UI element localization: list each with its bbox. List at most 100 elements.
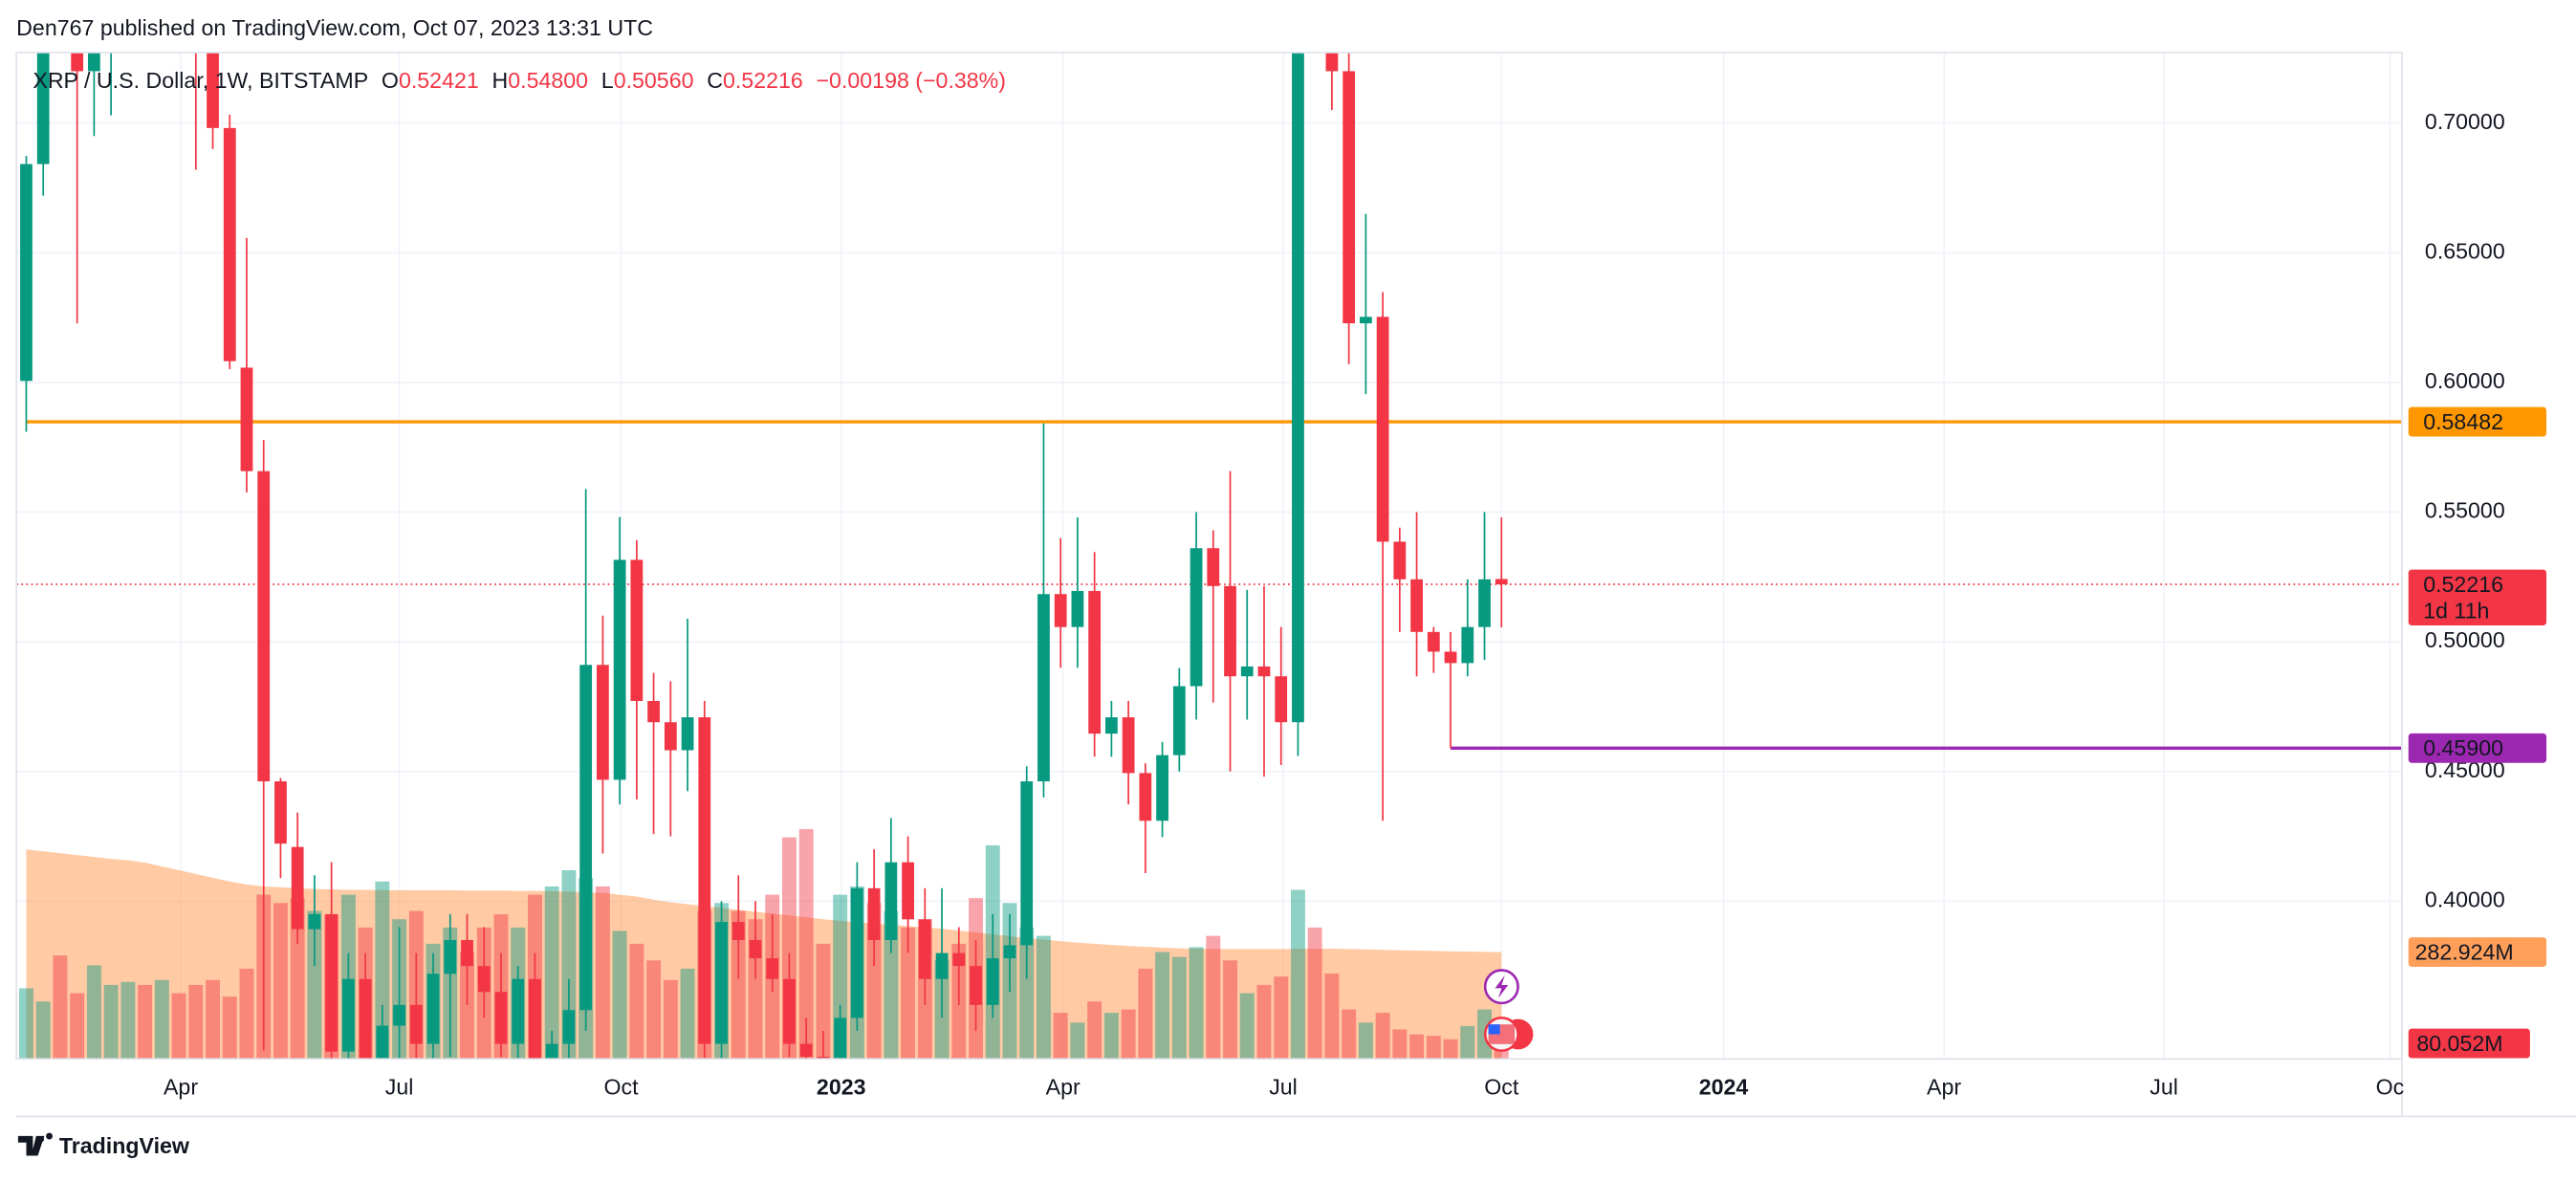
brand-name: TradingView [59,1133,190,1158]
volume-bar [1070,1022,1085,1060]
level-label: 0.45900 [2423,735,2503,760]
volume-bar [663,979,678,1060]
candle-body [986,958,999,1005]
candle-body [1325,52,1339,72]
candle-body [597,665,609,780]
candle-body [444,940,457,974]
volume-bar [816,943,831,1060]
brand-logo: TradingView [17,1132,190,1158]
candle-body [731,922,745,941]
candle-body [1495,579,1508,585]
volume-ma-box [2408,937,2547,968]
ohlc-key: H [492,68,509,93]
volume-bar [1053,1013,1068,1060]
volume-bar [1037,935,1051,1060]
candle-body [20,164,33,382]
candle-body [325,913,338,1052]
candle-body [579,665,593,1011]
logo-glyph [17,1132,53,1156]
candle-body [88,52,100,72]
axes: 0.400000.450000.500000.550000.600000.650… [164,109,2547,1099]
symbol-legend: XRP / U.S. Dollar, 1W, BITSTAMP O0.52421 H… [33,68,1006,93]
volume-bar [1358,1022,1373,1060]
candle-body [1393,541,1407,580]
candle-body [1478,579,1491,627]
candle-body [376,1025,389,1060]
candle-body [529,978,541,1060]
candle-body [952,952,966,967]
candle-body [970,966,982,1005]
candle-body [494,992,508,1044]
x-tick-label: Apr [164,1074,198,1099]
lightning-glyph [1495,974,1509,998]
volume-bar [290,898,305,1060]
candle-body [851,887,863,1018]
volume-bar [375,881,390,1060]
volume-bar [1239,993,1255,1060]
level-label-box [2408,733,2547,763]
candle-body [545,1043,558,1060]
candle-body [461,940,473,967]
candle-body [681,717,694,751]
candle-body [308,913,321,930]
volume-bar [1392,1029,1408,1060]
candle-body [1240,666,1254,677]
y-tick-label: 0.55000 [2425,498,2505,523]
volume-bar [206,979,220,1060]
volume-bar [222,996,237,1060]
y-tick-label: 0.65000 [2425,238,2505,263]
candle-body [36,52,50,164]
volume-bar [35,1001,51,1060]
y-tick-label: 0.50000 [2425,627,2505,652]
volume-bar [798,828,814,1060]
x-tick-label: Oc [2376,1074,2405,1099]
x-tick-label: 2024 [1699,1074,1749,1099]
publish-note: Den767 published on TradingView.com, Oct… [16,15,653,40]
volume-bar [1019,927,1035,1060]
candle-body [1444,651,1457,664]
volume-bar [1274,976,1289,1060]
volume-bar [273,903,288,1060]
candle-body [342,978,355,1052]
volume-bar [1342,1009,1357,1060]
x-tick-label: Oct [604,1074,640,1099]
candle-body [918,919,931,979]
volume-bar [1307,927,1322,1060]
y-tick-label: 0.70000 [2425,109,2505,134]
price-pane [16,52,2402,1060]
volume-bar [1155,952,1170,1060]
candle-body [902,862,914,920]
candle-body [783,978,796,1044]
x-tick-label: Jul [2150,1074,2178,1099]
volume-bar [1375,1013,1390,1060]
candle-body [1190,548,1203,687]
x-tick-label: Apr [1046,1074,1081,1099]
volume-bar [1087,1001,1102,1060]
ohlc-value: 0.52216 [723,68,803,93]
volume-bar [1460,1025,1475,1060]
candle-body [1122,717,1135,774]
candle-body [393,1004,405,1026]
candle-body [1172,686,1186,755]
candle-body [1020,781,1034,946]
candle-body [630,559,644,701]
current-price-box [2408,569,2547,625]
volume-bar [595,886,610,1060]
candle-body [664,722,677,751]
volume-bar [629,943,644,1060]
candle-body [1105,717,1118,734]
volume-bar [138,984,153,1060]
volume-bar [1324,974,1340,1060]
ohlc-value: 0.50560 [614,68,694,93]
y-tick-label: 0.60000 [2425,368,2505,393]
volume-bar [731,910,746,1060]
volume-bar [1189,947,1204,1060]
candle-body [1003,945,1016,959]
candle-body [935,952,949,979]
candle-body [1156,755,1168,821]
y-tick-label: 0.40000 [2425,886,2505,911]
volume-bar [612,930,627,1060]
candle-body [1275,676,1288,723]
volume-bar [544,886,559,1060]
candle-body [1088,590,1102,734]
